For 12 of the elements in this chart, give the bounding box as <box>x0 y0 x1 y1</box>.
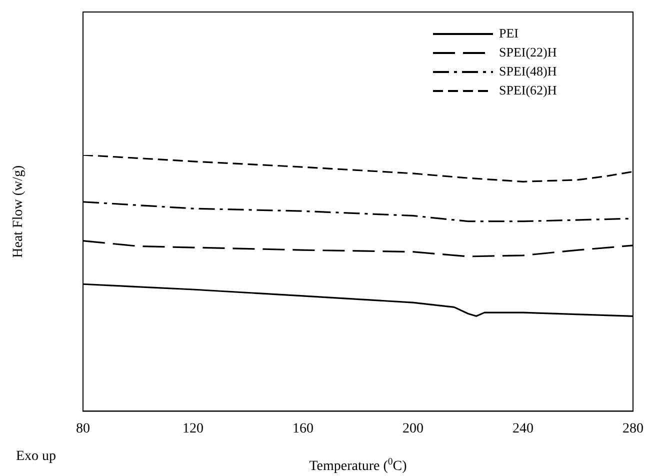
x-tick-label: 120 <box>182 421 204 436</box>
x-tick-label: 200 <box>402 421 424 436</box>
x-tick-label: 80 <box>76 421 90 436</box>
legend-label: PEI <box>499 25 518 40</box>
legend-label: SPEI(48)H <box>499 63 557 78</box>
legend-label: SPEI(62)H <box>499 82 557 98</box>
x-tick-label: 240 <box>512 421 534 436</box>
y-axis-title: Heat Flow (w/g) <box>11 164 26 258</box>
x-tick-label: 280 <box>622 421 644 436</box>
text: Exo up <box>16 449 56 464</box>
legend-label: SPEI(22)H <box>499 44 557 60</box>
x-tick-label: 160 <box>292 421 314 436</box>
